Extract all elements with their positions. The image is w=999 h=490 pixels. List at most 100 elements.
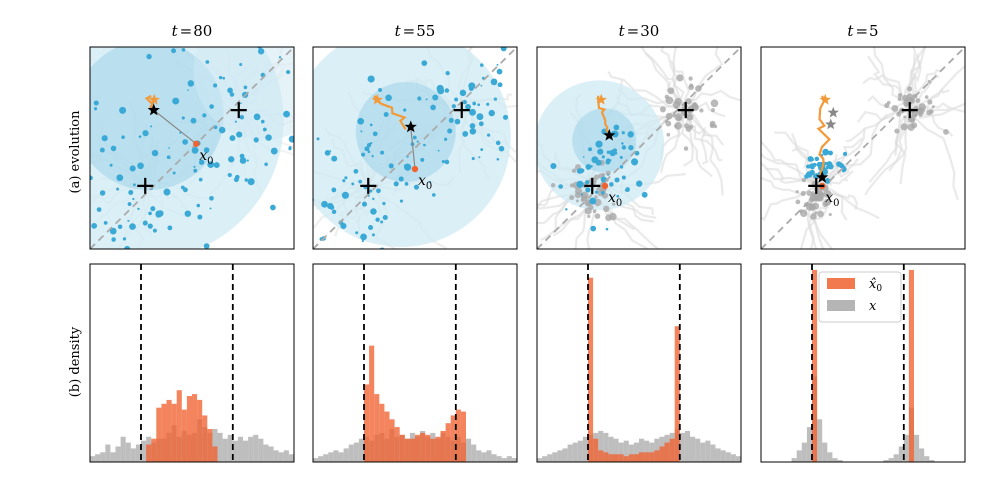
- particle-gray: [659, 106, 666, 113]
- histogram-bar-xhat0: [197, 399, 203, 462]
- particle-gray: [710, 99, 719, 108]
- particle-blue: [372, 131, 378, 137]
- histogram-bar-xhat0: [425, 434, 431, 462]
- particle-blue: [248, 280, 251, 283]
- histogram-bar-xhat0: [460, 411, 466, 462]
- particle-blue: [380, 150, 385, 155]
- particle-blue: [253, 113, 261, 121]
- particle-blue: [155, 210, 163, 218]
- particle-blue: [580, 193, 583, 196]
- particle-gray: [800, 190, 806, 197]
- particle-blue: [478, 121, 484, 127]
- mode-center-marker: [453, 102, 470, 119]
- histogram-bar-x: [562, 448, 568, 462]
- x0-label-sub: 0: [426, 181, 432, 192]
- particle-blue: [361, 201, 368, 207]
- panel-title: t =30: [619, 22, 660, 40]
- particle-blue: [228, 156, 235, 163]
- histogram-bar-xhat0: [186, 396, 192, 462]
- histogram-bar-x: [914, 434, 920, 462]
- particle-blue: [841, 166, 847, 172]
- particle-blue: [585, 180, 590, 185]
- histogram-bar-x: [801, 442, 807, 462]
- particle-blue: [244, 178, 248, 182]
- histogram-bar-x: [511, 458, 517, 462]
- particle-blue: [565, 208, 568, 211]
- particle-blue: [529, 159, 534, 164]
- particle-blue: [382, 214, 388, 221]
- particle-blue: [367, 150, 371, 154]
- x0-label-sub: 0: [207, 156, 213, 167]
- particle-blue: [636, 180, 643, 187]
- particle-blue: [203, 147, 210, 153]
- histogram-bar-x: [318, 456, 324, 462]
- trajectory: [909, 64, 965, 112]
- particle-gray: [685, 98, 692, 105]
- particle-blue: [222, 76, 226, 80]
- evolution-plot-area: [90, 47, 311, 283]
- particle-blue: [367, 75, 375, 83]
- particle-blue: [465, 104, 471, 110]
- particle-gray: [907, 86, 913, 92]
- particle-blue: [187, 89, 189, 91]
- particle-blue: [309, 119, 311, 121]
- particle-blue: [193, 165, 196, 168]
- particle-blue: [181, 47, 186, 52]
- histogram-bar-x: [582, 436, 588, 462]
- histogram-bar-x: [353, 442, 359, 462]
- particle-blue: [116, 187, 120, 191]
- particle-blue: [437, 87, 445, 95]
- evolution-panel-80: t =80 x0: [89, 22, 311, 283]
- histogram-bar-xhat0: [202, 415, 208, 462]
- histogram-bar-xhat0: [369, 345, 375, 462]
- particle-blue: [621, 131, 625, 135]
- particle-blue: [191, 146, 199, 154]
- particle-blue: [116, 174, 124, 182]
- trajectory: [908, 109, 959, 201]
- histogram-bar-x: [547, 454, 553, 462]
- particle-blue: [137, 207, 140, 211]
- trajectory: [909, 102, 965, 117]
- particle-blue: [331, 209, 337, 215]
- histogram-bar-xhat0: [593, 438, 599, 462]
- histogram-bar-x: [125, 442, 131, 462]
- particle-blue: [641, 191, 648, 198]
- particle-blue: [306, 185, 308, 187]
- histogram-bar-x: [598, 430, 604, 462]
- particle-blue: [469, 123, 476, 129]
- histogram-bar-x: [333, 450, 339, 462]
- mode-center-marker: [808, 177, 825, 194]
- histogram-bar-x: [115, 446, 121, 462]
- legend-label-sub: 0: [876, 284, 882, 294]
- particle-blue: [522, 132, 525, 135]
- particle-blue: [630, 158, 639, 166]
- particle-gray: [676, 74, 684, 82]
- density-panel-4: x̂0 x: [760, 263, 966, 463]
- histogram-bar-x: [898, 446, 904, 462]
- particle-blue: [369, 189, 373, 193]
- particle-blue: [597, 148, 604, 155]
- particle-gray: [810, 213, 817, 220]
- particle-blue: [448, 117, 454, 123]
- particle-blue: [129, 223, 136, 230]
- density-panel-3: [536, 263, 742, 463]
- particle-blue: [496, 68, 503, 75]
- particle-blue: [382, 201, 386, 206]
- particle-blue: [478, 156, 481, 159]
- particle-gray: [584, 207, 592, 215]
- particle-blue: [588, 147, 593, 152]
- histogram-bar-xhat0: [161, 403, 167, 462]
- panel-frame: [760, 263, 966, 463]
- particle-gray: [918, 112, 923, 117]
- particle-blue: [355, 231, 359, 235]
- histogram-bar-x: [501, 458, 507, 462]
- particle-blue: [265, 134, 272, 141]
- histogram-bar-x: [141, 440, 147, 462]
- particle-blue: [93, 100, 99, 106]
- title-value: 80: [193, 22, 212, 40]
- particle-blue: [324, 149, 331, 156]
- particle-blue: [109, 163, 113, 167]
- histogram-bar-x: [577, 440, 583, 462]
- particle-blue: [190, 117, 197, 124]
- particle-blue: [207, 161, 215, 168]
